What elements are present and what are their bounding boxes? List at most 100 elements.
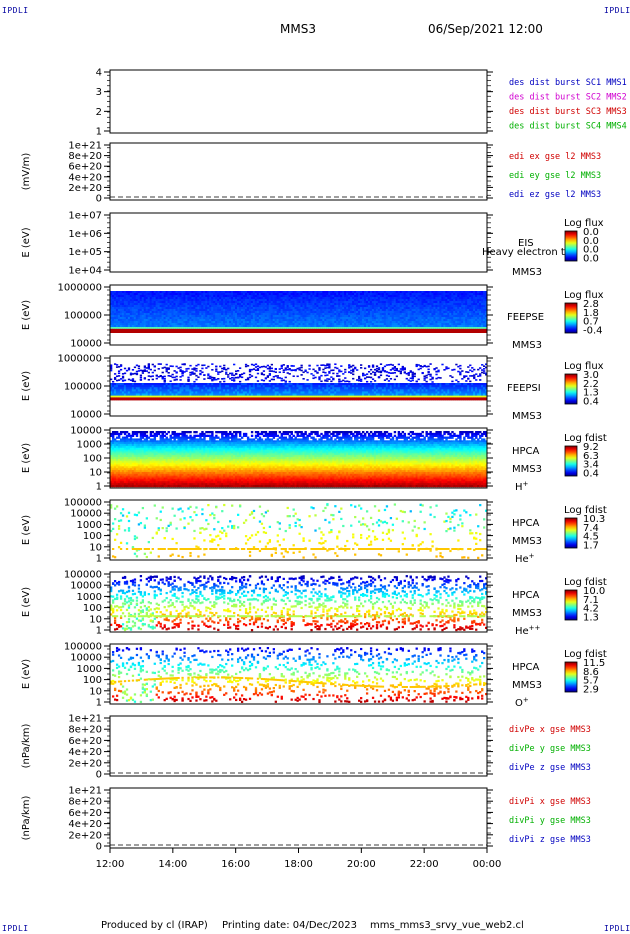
heatmap-hpca_he2 — [110, 575, 488, 632]
footer-produced: Produced by cl (IRAP) — [101, 920, 208, 931]
colorbar-tick-hpca_h: 0.4 — [583, 468, 599, 479]
colorbar-tick-feepse: -0.4 — [583, 325, 603, 336]
instrument-label-eis: EIS — [518, 238, 534, 249]
colorbar-tick-eis: 0.0 — [583, 227, 599, 238]
footer-printing-date: Printing date: 04/Dec/2023 — [222, 920, 358, 931]
legend-entry-divpe: divPe z gse MMS3 — [509, 763, 591, 773]
ytick-label-eis: 1e+04 — [68, 266, 102, 277]
colorbar-hpca_he2 — [564, 589, 578, 621]
ion-label-hpca_o: O+ — [515, 696, 529, 709]
colorbar-tick-hpca_he: 4.5 — [583, 532, 599, 543]
ytick-label-eis: 1e+07 — [68, 211, 102, 222]
colorbar-hpca_o — [564, 661, 578, 693]
ytick-label-divpi: 0 — [96, 842, 102, 853]
instrument-label-feepse: FEEPSE — [507, 312, 544, 323]
ytick-label-feepsi: 10000 — [70, 410, 102, 421]
colorbar-eis — [564, 230, 578, 262]
ytick-label-feepse: 100000 — [64, 311, 102, 322]
legend-entry-divpi: divPi y gse MMS3 — [509, 816, 591, 826]
ytick-label-divpi: 2e+20 — [68, 830, 102, 841]
corner-label-top-left: IPDLI — [2, 6, 29, 15]
colorbar-tick-feepsi: 3.0 — [583, 370, 599, 381]
colorbar-tick-eis: 0.0 — [583, 253, 599, 264]
ytick-label-divpe: 1e+21 — [68, 714, 102, 725]
colorbar-tick-hpca_he: 10.3 — [583, 514, 605, 525]
ytick-label-hpca_he2: 10000 — [70, 581, 102, 592]
ytick-label-hpca_he2: 1 — [96, 626, 102, 637]
panel-hpca_h: 1 10 100 1000 10000 E (eV) HPCA MMS3 H+ Log fdist… — [21, 426, 607, 494]
ytick-label-hpca_he2: 10 — [89, 614, 102, 625]
colorbar-tick-hpca_h: 6.3 — [583, 451, 599, 462]
colorbar-hpca_h — [564, 445, 578, 477]
legend-entry-divpi: divPi x gse MMS3 — [509, 797, 591, 807]
ytick-label-divpi: 1e+21 — [68, 786, 102, 797]
spacecraft-title: MMS3 — [280, 22, 316, 36]
colorbar-feepse — [564, 302, 578, 334]
legend-entry-dist: des dist burst SC2 MMS2 — [509, 93, 627, 103]
ytick-label-hpca_h: 100 — [83, 454, 102, 465]
ylabel-edi: (mV/m) — [21, 153, 32, 191]
colorbar-title-hpca_h: Log fdist — [564, 433, 607, 444]
legend-entry-edi: edi ey gse l2 MMS3 — [509, 171, 601, 181]
ion-label-hpca_h: H+ — [515, 480, 529, 493]
panel-frame-edi — [109, 142, 488, 201]
colorbar-feepsi — [564, 373, 578, 405]
legend-entry-dist: des dist burst SC1 MMS1 — [509, 78, 627, 88]
spacecraft-label-feepsi: MMS3 — [512, 411, 542, 422]
legend-entry-edi: edi ez gse l2 MMS3 — [509, 190, 601, 200]
corner-label-bottom-right: IPDLI — [604, 924, 630, 933]
xtick-label: 12:00 — [96, 859, 125, 870]
ytick-label-hpca_h: 1000 — [77, 440, 102, 451]
ytick-label-hpca_h: 1 — [96, 482, 102, 493]
time-axis: 12:00 14:00 16:00 18:00 20:00 22:00 00:00 — [96, 848, 501, 870]
ylabel-hpca_he2: E (eV) — [21, 587, 32, 617]
colorbar-tick-hpca_h: 3.4 — [583, 460, 599, 471]
colorbar-hpca_he — [564, 517, 578, 549]
panel-frame-dist — [109, 69, 488, 134]
ytick-label-hpca_he: 1000 — [77, 520, 102, 531]
instrument-label-hpca_he: HPCA — [512, 518, 540, 529]
colorbar-tick-hpca_he2: 1.3 — [583, 612, 599, 623]
ytick-label-hpca_he: 1 — [96, 554, 102, 565]
ytick-label-hpca_h: 10 — [89, 468, 102, 479]
ytick-label-hpca_o: 10 — [89, 686, 102, 697]
instrument-label-feepsi: FEEPSI — [507, 383, 541, 394]
heatmap-hpca_h — [110, 431, 488, 488]
xtick-label: 18:00 — [284, 859, 313, 870]
colorbar-tick-eis: 0.0 — [583, 245, 599, 256]
panel-frame-eis — [109, 212, 488, 273]
ytick-label-edi: 6e+20 — [68, 162, 102, 173]
colorbar-tick-hpca_he2: 4.2 — [583, 604, 599, 615]
panel-feepse: 10000 100000 1000000 E (eV) FEEPSE MMS3 Log fl… — [21, 283, 604, 352]
spacecraft-label-hpca_he2: MMS3 — [512, 608, 542, 619]
ytick-label-dist: 4 — [96, 68, 102, 79]
ytick-label-hpca_h: 10000 — [70, 426, 102, 437]
colorbar-tick-hpca_o: 11.5 — [583, 658, 605, 669]
colorbar-tick-hpca_o: 5.7 — [583, 676, 599, 687]
spacecraft-label-hpca_o: MMS3 — [512, 680, 542, 691]
colorbar-tick-feepse: 0.7 — [583, 317, 599, 328]
ylabel-divpe: (nPa/km) — [21, 724, 32, 769]
spacecraft-label-hpca_h: MMS3 — [512, 464, 542, 475]
ytick-label-hpca_he: 10000 — [70, 509, 102, 520]
ytick-label-feepse: 1000000 — [57, 283, 102, 294]
panel-feepsi: 10000 100000 1000000 E (eV) FEEPSI MMS3 Log fl… — [21, 354, 604, 423]
corner-label-top-right: IPDLI — [604, 6, 630, 15]
panel-eis: 1e+04 1e+05 1e+06 1e+07 E (eV) EIS MMS3 Heavy e… — [21, 211, 604, 279]
overlay-text-eis: Heavy electron to — [482, 247, 571, 258]
instrument-label-hpca_he2: HPCA — [512, 590, 540, 601]
ylabel-eis: E (eV) — [21, 227, 32, 257]
ytick-label-divpi: 4e+20 — [68, 819, 102, 830]
ylabel-hpca_h: E (eV) — [21, 443, 32, 473]
colorbar-tick-hpca_he: 1.7 — [583, 540, 599, 551]
colorbar-tick-feepse: 2.8 — [583, 299, 599, 310]
ytick-label-edi: 8e+20 — [68, 151, 102, 162]
ytick-label-divpe: 2e+20 — [68, 758, 102, 769]
colorbar-title-hpca_he2: Log fdist — [564, 577, 607, 588]
xtick-label: 22:00 — [410, 859, 439, 870]
legend-entry-edi: edi ex gse l2 MMS3 — [509, 152, 601, 162]
heatmap-hpca_o — [110, 647, 488, 704]
corner-label-bottom-left: IPDLI — [2, 924, 29, 933]
ylabel-feepsi: E (eV) — [21, 371, 32, 401]
